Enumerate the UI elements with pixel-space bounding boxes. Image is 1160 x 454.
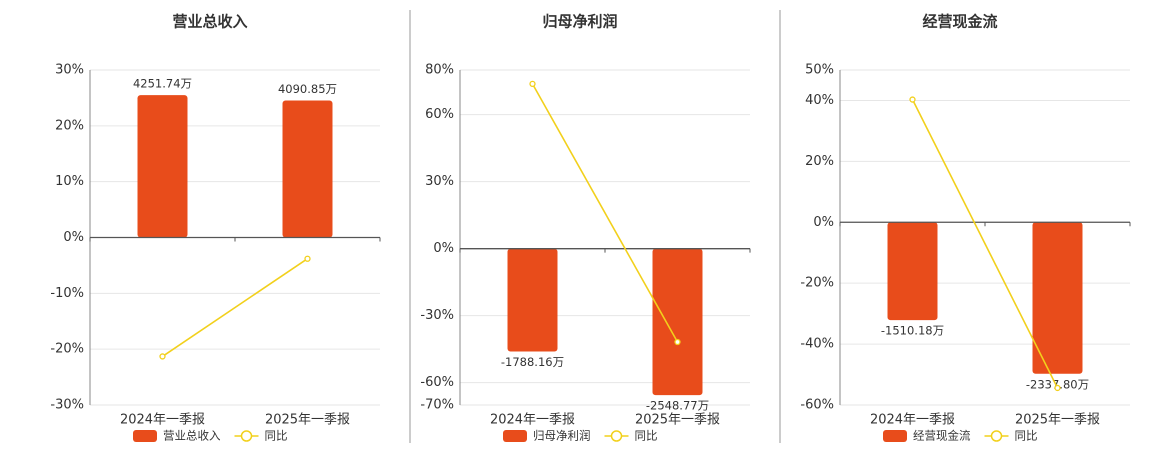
y-tick-label: 80%: [425, 63, 454, 78]
data-label: -2548.77万: [646, 399, 709, 413]
y-tick-label: 60%: [425, 107, 454, 122]
legend-label: 同比: [635, 429, 658, 443]
point: [159, 353, 166, 360]
data-label: -1510.18万: [881, 324, 944, 338]
y-tick-label: 0%: [63, 230, 84, 245]
line: [531, 83, 679, 343]
x-tick-label: 2025年一季报: [1015, 413, 1100, 428]
bar: [887, 222, 938, 321]
y-tick-label: 20%: [805, 154, 834, 169]
y-tick-label: -10%: [50, 286, 84, 301]
legend-swatch: [883, 430, 907, 442]
legend-label: 经营现金流: [913, 429, 971, 443]
y-tick-label: -70%: [420, 398, 454, 413]
y-tick-label: -30%: [420, 308, 454, 323]
x-tick-label: 2024年一季报: [120, 413, 205, 428]
point: [674, 338, 681, 346]
y-tick-label: -40%: [800, 337, 834, 352]
legend-swatch: [610, 430, 623, 442]
y-tick-label: -20%: [800, 276, 834, 291]
legend-swatch: [503, 430, 527, 442]
x-tick-label: 2024年一季报: [870, 413, 955, 428]
legend-label: 归母净利润: [533, 429, 591, 443]
y-tick-label: -30%: [50, 398, 84, 413]
y-tick-label: -60%: [800, 398, 834, 413]
point: [529, 80, 536, 87]
line: [911, 99, 1059, 389]
legend-swatch: [240, 430, 253, 442]
bar: [652, 248, 703, 396]
legend-swatch: [133, 430, 157, 442]
data-label: -2337.80万: [1026, 377, 1089, 391]
y-tick-label: -20%: [50, 342, 84, 357]
bar: [137, 95, 188, 238]
y-tick-label: 40%: [805, 93, 834, 108]
y-tick-label: 0%: [433, 241, 454, 256]
line: [162, 258, 308, 358]
y-tick-label: -60%: [420, 375, 454, 390]
legend-label: 同比: [265, 429, 288, 443]
y-tick-label: 20%: [55, 118, 84, 133]
x-tick-label: 2025年一季报: [265, 413, 350, 428]
point: [1054, 384, 1061, 392]
y-tick-label: 10%: [55, 174, 84, 189]
data-label: 4251.74万: [133, 77, 192, 91]
y-tick-label: 50%: [805, 63, 834, 78]
bar: [282, 100, 333, 238]
chart-title: 经营现金流: [922, 13, 997, 31]
legend-label: 营业总收入: [163, 429, 221, 443]
chart-title: 归母净利润: [542, 13, 617, 31]
legend-swatch: [990, 430, 1003, 442]
data-label: 4090.85万: [278, 82, 337, 96]
point: [304, 255, 311, 262]
bar: [507, 248, 558, 352]
bar: [1032, 222, 1083, 374]
chart-title: 营业总收入: [172, 13, 247, 31]
point: [909, 96, 916, 103]
y-tick-label: 30%: [425, 174, 454, 189]
x-tick-label: 2024年一季报: [490, 413, 575, 428]
y-tick-label: 0%: [813, 215, 834, 230]
data-label: -1788.16万: [501, 355, 564, 369]
y-tick-label: 30%: [55, 63, 84, 78]
legend-label: 同比: [1015, 429, 1038, 443]
x-tick-label: 2025年一季报: [635, 413, 720, 428]
